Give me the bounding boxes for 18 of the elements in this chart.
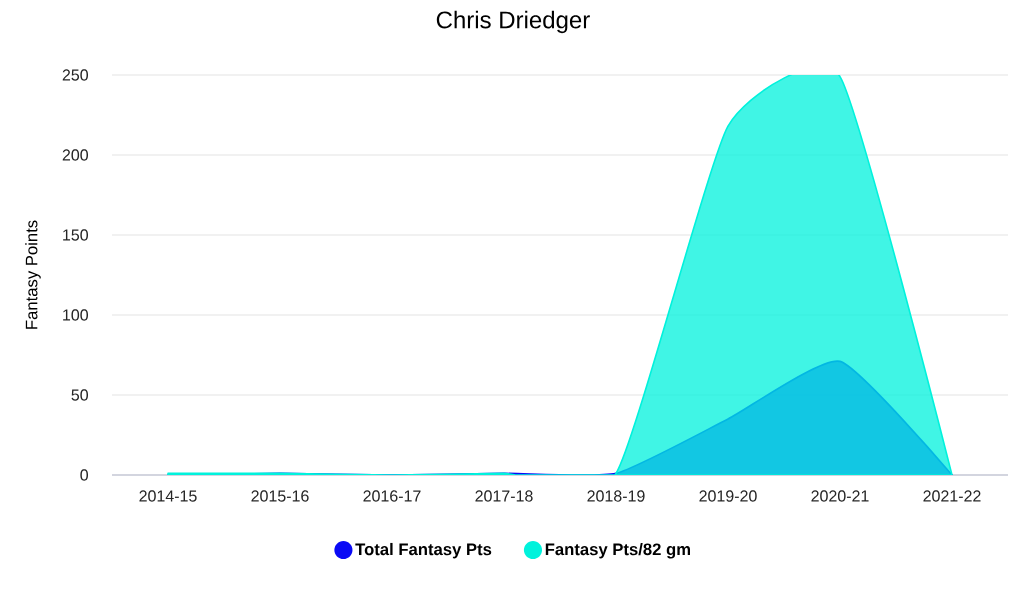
x-tick-label: 2017-18 [475,490,533,502]
y-axis-title: Fantasy Points [25,220,41,329]
y-tick-label: 50 [71,389,89,401]
x-tick-label: 2016-17 [363,490,421,502]
x-tick-label: 2020-21 [811,490,869,502]
y-tick-label: 100 [63,309,89,321]
chart-title: Chris Driedger [436,10,590,34]
y-tick-label: 0 [80,469,89,481]
x-tick-label: 2014-15 [139,490,197,502]
x-tick-label: 2015-16 [251,490,309,502]
y-tick-label: 250 [62,69,89,81]
x-tick-label: 2019-20 [699,490,757,502]
legend-label: Fantasy Pts/82 gm [545,542,690,559]
y-tick-label: 150 [63,229,89,241]
x-tick-label: 2018-19 [587,490,645,502]
x-tick-label: 2021-22 [923,490,981,502]
legend-label: Total Fantasy Pts [355,542,492,559]
y-tick-label: 200 [62,149,89,161]
